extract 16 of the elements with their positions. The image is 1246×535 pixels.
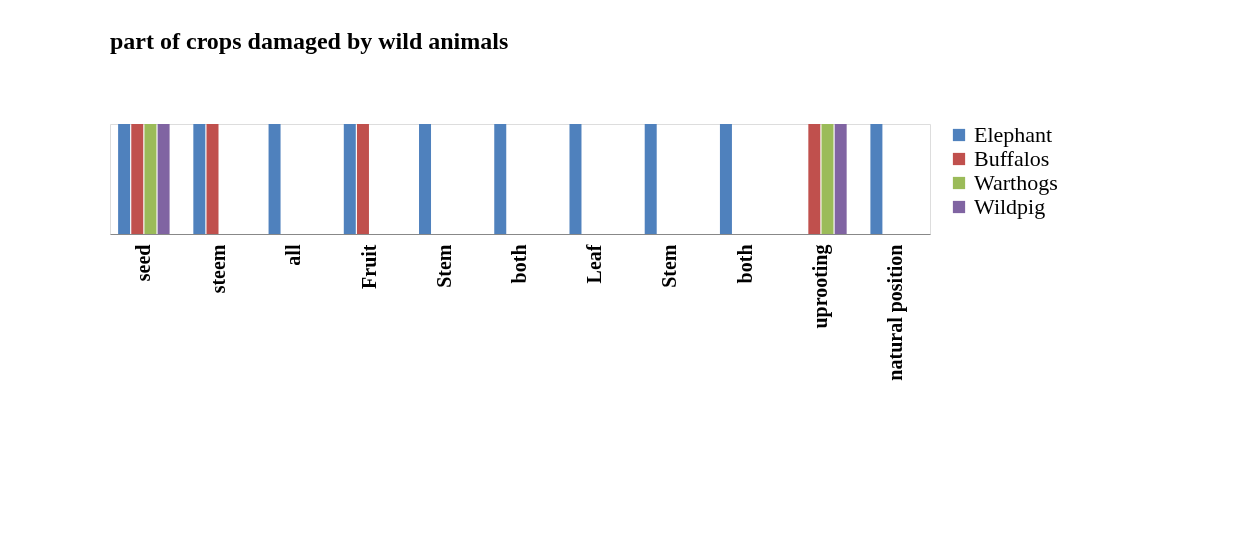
x-tick-label: seed (131, 244, 154, 282)
x-tick-label: uprooting (808, 244, 832, 329)
legend-label: Buffalos (974, 146, 1050, 171)
legend-label: Wildpig (974, 194, 1046, 219)
x-tick-label: Stem (432, 244, 455, 288)
chart-title: part of crops damaged by wild animals (110, 28, 509, 54)
x-tick-label: both (733, 244, 756, 284)
x-tick-label: both (508, 244, 530, 284)
legend-label: Elephant (974, 122, 1053, 147)
x-tick-label: Leaf (583, 244, 606, 284)
x-tick-label: steem (207, 244, 230, 294)
legend-label: Warthogs (974, 170, 1058, 195)
x-tick-label: Stem (658, 244, 681, 288)
x-tick-label: natural position (884, 244, 908, 381)
x-tick-label: Fruit (357, 244, 380, 289)
x-tick-label: all (282, 244, 305, 266)
